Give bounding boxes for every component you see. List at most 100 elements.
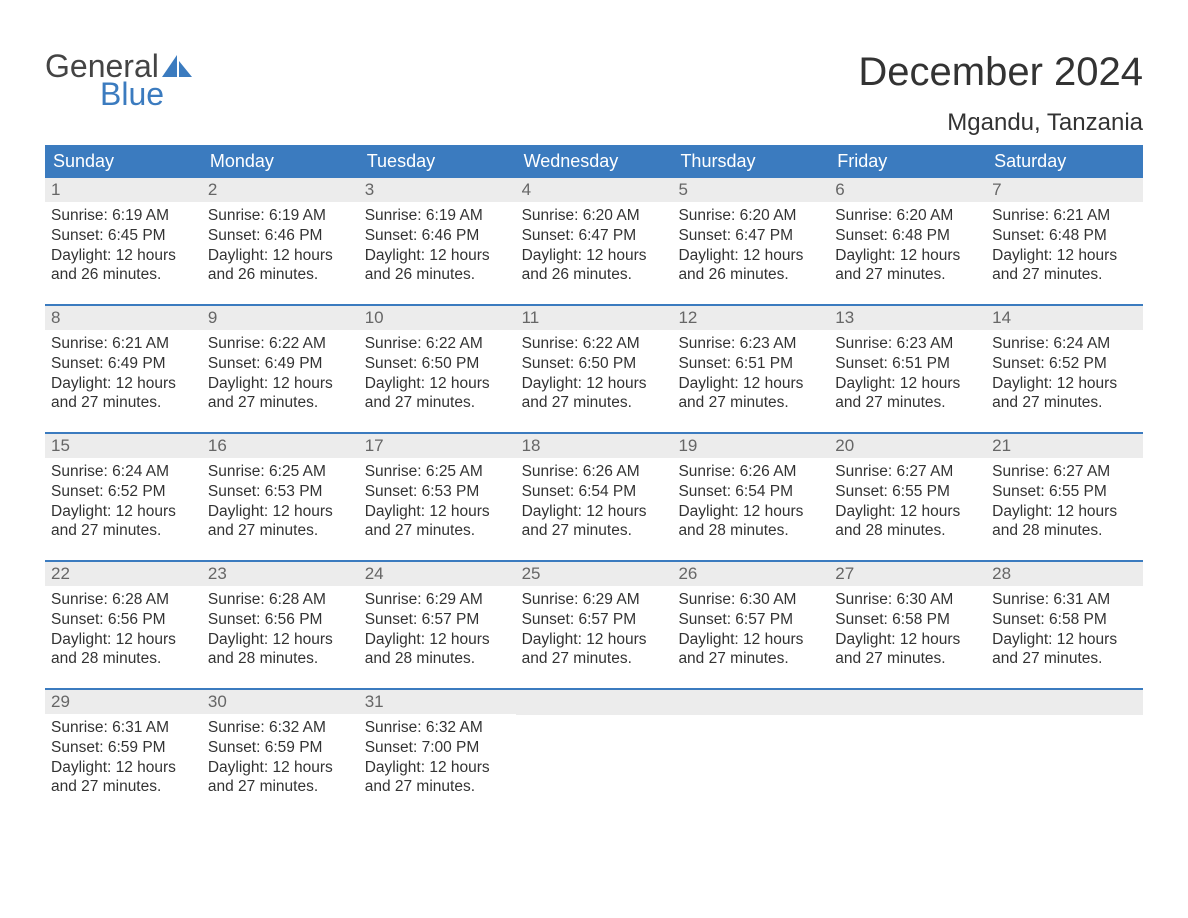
day-daylight1: Daylight: 12 hours — [992, 630, 1137, 650]
day-cell: 5Sunrise: 6:20 AMSunset: 6:47 PMDaylight… — [672, 178, 829, 290]
week-row: 15Sunrise: 6:24 AMSunset: 6:52 PMDayligh… — [45, 432, 1143, 546]
day-info: Sunrise: 6:19 AMSunset: 6:46 PMDaylight:… — [202, 202, 359, 285]
day-sunset: Sunset: 6:53 PM — [208, 482, 353, 502]
day-sunset: Sunset: 7:00 PM — [365, 738, 510, 758]
day-daylight1: Daylight: 12 hours — [992, 502, 1137, 522]
day-daylight2: and 27 minutes. — [835, 649, 980, 669]
day-number: 2 — [202, 178, 359, 202]
day-number: 25 — [516, 562, 673, 586]
day-cell: 28Sunrise: 6:31 AMSunset: 6:58 PMDayligh… — [986, 562, 1143, 674]
day-sunrise: Sunrise: 6:20 AM — [678, 206, 823, 226]
day-sunrise: Sunrise: 6:22 AM — [522, 334, 667, 354]
day-daylight2: and 27 minutes. — [365, 521, 510, 541]
day-daylight2: and 28 minutes. — [51, 649, 196, 669]
day-number: 26 — [672, 562, 829, 586]
empty-day-bar — [829, 690, 986, 715]
day-daylight2: and 27 minutes. — [51, 393, 196, 413]
day-daylight2: and 27 minutes. — [678, 649, 823, 669]
day-header-wednesday: Wednesday — [516, 145, 673, 178]
day-sunrise: Sunrise: 6:31 AM — [992, 590, 1137, 610]
day-info: Sunrise: 6:26 AMSunset: 6:54 PMDaylight:… — [672, 458, 829, 541]
day-cell: 10Sunrise: 6:22 AMSunset: 6:50 PMDayligh… — [359, 306, 516, 418]
day-sunrise: Sunrise: 6:19 AM — [51, 206, 196, 226]
day-cell — [829, 690, 986, 802]
empty-day-bar — [672, 690, 829, 715]
day-cell: 6Sunrise: 6:20 AMSunset: 6:48 PMDaylight… — [829, 178, 986, 290]
calendar: Sunday Monday Tuesday Wednesday Thursday… — [45, 145, 1143, 802]
day-daylight1: Daylight: 12 hours — [835, 502, 980, 522]
day-daylight1: Daylight: 12 hours — [678, 246, 823, 266]
day-cell: 17Sunrise: 6:25 AMSunset: 6:53 PMDayligh… — [359, 434, 516, 546]
day-number: 12 — [672, 306, 829, 330]
day-number: 9 — [202, 306, 359, 330]
day-daylight1: Daylight: 12 hours — [51, 246, 196, 266]
day-sunset: Sunset: 6:46 PM — [365, 226, 510, 246]
day-sunset: Sunset: 6:59 PM — [208, 738, 353, 758]
day-daylight2: and 26 minutes. — [51, 265, 196, 285]
day-sunset: Sunset: 6:59 PM — [51, 738, 196, 758]
day-daylight2: and 27 minutes. — [678, 393, 823, 413]
day-sunrise: Sunrise: 6:22 AM — [208, 334, 353, 354]
day-sunset: Sunset: 6:56 PM — [51, 610, 196, 630]
day-cell: 19Sunrise: 6:26 AMSunset: 6:54 PMDayligh… — [672, 434, 829, 546]
day-cell: 27Sunrise: 6:30 AMSunset: 6:58 PMDayligh… — [829, 562, 986, 674]
day-sunset: Sunset: 6:58 PM — [992, 610, 1137, 630]
day-cell: 18Sunrise: 6:26 AMSunset: 6:54 PMDayligh… — [516, 434, 673, 546]
day-sunrise: Sunrise: 6:27 AM — [992, 462, 1137, 482]
day-sunset: Sunset: 6:45 PM — [51, 226, 196, 246]
day-info: Sunrise: 6:27 AMSunset: 6:55 PMDaylight:… — [829, 458, 986, 541]
day-sunset: Sunset: 6:46 PM — [208, 226, 353, 246]
day-daylight1: Daylight: 12 hours — [208, 630, 353, 650]
day-cell: 8Sunrise: 6:21 AMSunset: 6:49 PMDaylight… — [45, 306, 202, 418]
day-daylight2: and 27 minutes. — [992, 649, 1137, 669]
day-sunrise: Sunrise: 6:31 AM — [51, 718, 196, 738]
day-sunset: Sunset: 6:50 PM — [365, 354, 510, 374]
day-header-sunday: Sunday — [45, 145, 202, 178]
day-info: Sunrise: 6:31 AMSunset: 6:58 PMDaylight:… — [986, 586, 1143, 669]
day-cell: 4Sunrise: 6:20 AMSunset: 6:47 PMDaylight… — [516, 178, 673, 290]
day-info: Sunrise: 6:29 AMSunset: 6:57 PMDaylight:… — [516, 586, 673, 669]
day-sunrise: Sunrise: 6:19 AM — [208, 206, 353, 226]
day-daylight1: Daylight: 12 hours — [51, 758, 196, 778]
day-daylight1: Daylight: 12 hours — [522, 246, 667, 266]
day-cell — [672, 690, 829, 802]
day-info: Sunrise: 6:32 AMSunset: 6:59 PMDaylight:… — [202, 714, 359, 797]
day-daylight2: and 27 minutes. — [992, 265, 1137, 285]
logo-text-blue: Blue — [100, 78, 194, 110]
day-cell: 21Sunrise: 6:27 AMSunset: 6:55 PMDayligh… — [986, 434, 1143, 546]
day-number: 31 — [359, 690, 516, 714]
day-number: 21 — [986, 434, 1143, 458]
day-daylight1: Daylight: 12 hours — [208, 246, 353, 266]
day-cell: 26Sunrise: 6:30 AMSunset: 6:57 PMDayligh… — [672, 562, 829, 674]
day-daylight1: Daylight: 12 hours — [365, 502, 510, 522]
day-cell: 12Sunrise: 6:23 AMSunset: 6:51 PMDayligh… — [672, 306, 829, 418]
day-info: Sunrise: 6:25 AMSunset: 6:53 PMDaylight:… — [359, 458, 516, 541]
day-sunset: Sunset: 6:51 PM — [678, 354, 823, 374]
day-info: Sunrise: 6:24 AMSunset: 6:52 PMDaylight:… — [986, 330, 1143, 413]
day-info: Sunrise: 6:32 AMSunset: 7:00 PMDaylight:… — [359, 714, 516, 797]
day-cell: 23Sunrise: 6:28 AMSunset: 6:56 PMDayligh… — [202, 562, 359, 674]
day-daylight2: and 27 minutes. — [365, 393, 510, 413]
day-info: Sunrise: 6:28 AMSunset: 6:56 PMDaylight:… — [202, 586, 359, 669]
month-title: December 2024 — [858, 50, 1143, 95]
day-daylight1: Daylight: 12 hours — [522, 630, 667, 650]
day-info: Sunrise: 6:23 AMSunset: 6:51 PMDaylight:… — [829, 330, 986, 413]
day-daylight1: Daylight: 12 hours — [365, 758, 510, 778]
day-info: Sunrise: 6:20 AMSunset: 6:47 PMDaylight:… — [516, 202, 673, 285]
day-info: Sunrise: 6:21 AMSunset: 6:49 PMDaylight:… — [45, 330, 202, 413]
day-daylight2: and 26 minutes. — [522, 265, 667, 285]
day-info: Sunrise: 6:21 AMSunset: 6:48 PMDaylight:… — [986, 202, 1143, 285]
day-sunrise: Sunrise: 6:23 AM — [678, 334, 823, 354]
day-number: 27 — [829, 562, 986, 586]
day-sunset: Sunset: 6:57 PM — [522, 610, 667, 630]
day-daylight1: Daylight: 12 hours — [992, 246, 1137, 266]
day-sunrise: Sunrise: 6:22 AM — [365, 334, 510, 354]
day-sunset: Sunset: 6:51 PM — [835, 354, 980, 374]
day-sunrise: Sunrise: 6:24 AM — [51, 462, 196, 482]
day-header-saturday: Saturday — [986, 145, 1143, 178]
day-sunrise: Sunrise: 6:30 AM — [835, 590, 980, 610]
day-number: 7 — [986, 178, 1143, 202]
day-info: Sunrise: 6:30 AMSunset: 6:58 PMDaylight:… — [829, 586, 986, 669]
day-daylight1: Daylight: 12 hours — [835, 246, 980, 266]
day-cell: 9Sunrise: 6:22 AMSunset: 6:49 PMDaylight… — [202, 306, 359, 418]
